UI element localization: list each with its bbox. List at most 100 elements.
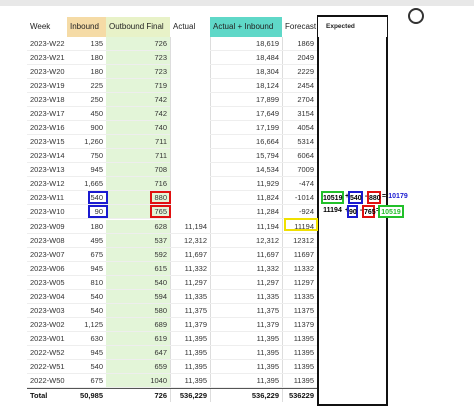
table-cell: 18,619 [210,37,282,51]
highlight-box [150,191,171,205]
table-cell: 11395 [282,360,317,374]
table-cell: 11,395 [210,332,282,346]
column-header: Inbound [67,17,106,37]
table-cell: 11,335 [170,290,210,304]
table-cell: 716 [106,177,170,192]
annotation: = [382,193,387,201]
highlight-box [150,205,171,219]
table-cell: 628 [106,219,170,234]
table-cell: 18,304 [210,65,282,80]
table-cell: 723 [106,51,170,66]
table-cell: 2023-W07 [27,248,67,262]
table-cell: 11395 [282,346,317,360]
table-cell: 180 [67,65,106,80]
table-cell: -1014 [282,191,317,206]
table-cell: 11,332 [210,262,282,276]
table-cell: 11,395 [170,346,210,360]
table-cell: 2023-W12 [27,177,67,192]
table-cell: 537 [106,233,170,248]
total-cell: 726 [106,388,170,402]
table-cell: 2023-W02 [27,318,67,332]
table-cell: 630 [67,332,106,346]
table-cell: 11335 [282,290,317,304]
highlight-box [284,217,318,231]
table-cell: 2023-W18 [27,93,67,108]
table-cell: 1,125 [67,318,106,332]
annotation: 10179 [388,193,408,201]
table-cell: 2023-W16 [27,121,67,136]
table-cell: 11,697 [210,248,282,262]
table-cell: 2229 [282,65,317,80]
table-cell: 742 [106,93,170,108]
table-cell: 17,899 [210,93,282,108]
table-cell: 2023-W08 [27,234,67,248]
table-cell: 540 [67,304,106,318]
table-cell: 11194 [282,220,317,234]
top-bar [0,0,474,6]
table-cell: 711 [106,149,170,164]
table-cell: 765 [106,205,170,220]
table-cell: 11,697 [170,248,210,262]
cursor-circle [408,8,424,24]
table-cell: 1,665 [67,177,106,192]
table-cell: 3154 [282,107,317,122]
table-cell: 647 [106,345,170,360]
table-cell: 250 [67,93,106,108]
column-header: Actual [170,17,210,37]
table-cell: 619 [106,331,170,346]
annotation: - [364,193,368,201]
table-cell: 11697 [282,248,317,262]
table-cell: 2023-W21 [27,51,67,66]
annotation: 10519 [378,205,404,219]
table-cell: 11,284 [210,205,282,220]
annotation: 90 [347,205,358,219]
table-cell: 2704 [282,93,317,108]
table-cell: 17,199 [210,121,282,136]
table-cell: 2023-W14 [27,149,67,164]
table-cell: 11379 [282,318,317,332]
table-cell: 14,534 [210,163,282,178]
table-cell: 11,395 [170,332,210,346]
table-cell: 7009 [282,163,317,178]
table-cell: 450 [67,107,106,122]
annotation: 765 [362,205,376,219]
divider [282,17,283,402]
column-header: Forecast [282,17,317,37]
table-cell: 2023-W20 [27,65,67,80]
table-cell: 4054 [282,121,317,136]
table-cell: 2023-W17 [27,107,67,122]
column-header: Actual + Inbound [210,17,282,37]
annotation: - [359,207,363,215]
table-cell: 5314 [282,135,317,150]
divider [210,17,211,402]
table-cell: 880 [106,191,170,206]
table-cell: 90 [67,205,106,220]
table-cell: 708 [106,163,170,178]
table-cell: 2023-W19 [27,79,67,94]
table-cell: 12,312 [210,234,282,248]
table-cell: 11,395 [170,360,210,374]
annotation: 880 [367,191,381,205]
total-cell: 536229 [282,388,317,402]
table-cell: 2023-W04 [27,290,67,304]
table-cell: 2023-W05 [27,276,67,290]
table-cell: 12,312 [170,234,210,248]
table-cell: 740 [106,121,170,136]
table-cell: 580 [106,303,170,318]
table-cell: -474 [282,177,317,192]
table-cell: 18,484 [210,51,282,66]
table-cell: 689 [106,317,170,332]
table-cell: 2023-W10 [27,205,67,220]
table-cell: 11,395 [210,374,282,388]
table-cell: 540 [67,360,106,374]
column-header: Expected [318,17,387,37]
table-cell: 742 [106,107,170,122]
table-cell: 2022-W51 [27,360,67,374]
table-cell: 11,375 [210,304,282,318]
table-cell: 726 [106,37,170,51]
table-cell: 2023-W03 [27,304,67,318]
table-cell: 2023-W09 [27,220,67,234]
annotation: + [345,191,349,204]
table-cell: 11,297 [210,276,282,290]
